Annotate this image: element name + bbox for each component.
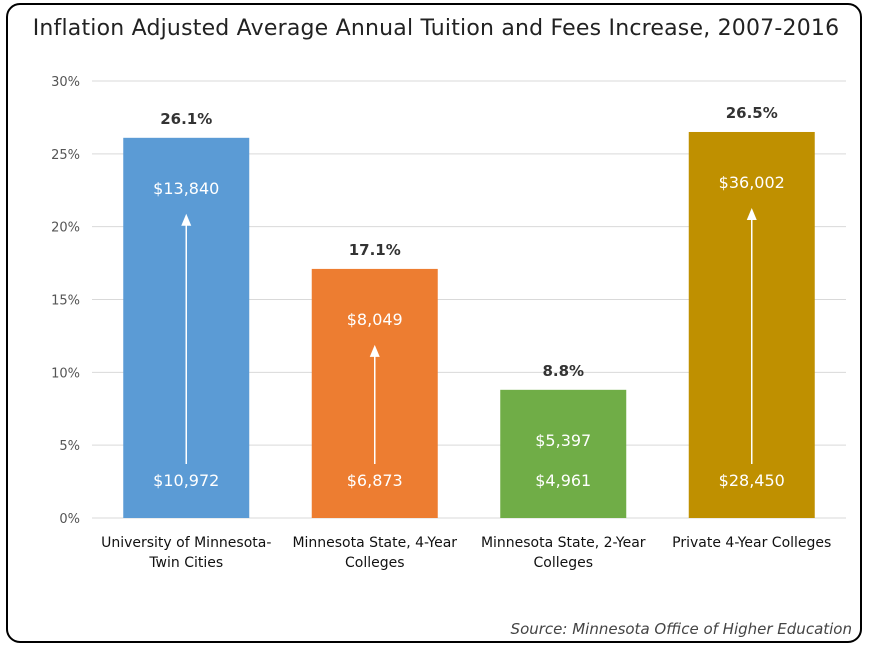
data-label: 17.1% — [349, 241, 401, 259]
y-tick-label: 10% — [51, 366, 80, 381]
x-tick-label: Colleges — [345, 555, 405, 571]
source-note: Source: Minnesota Office of Higher Educa… — [510, 620, 852, 638]
chart-title: Inflation Adjusted Average Annual Tuitio… — [32, 16, 840, 41]
end-cost-label: $13,840 — [153, 179, 219, 198]
y-tick-label: 0% — [59, 512, 80, 527]
end-cost-label: $36,002 — [719, 173, 785, 192]
x-tick-label: Minnesota State, 4-Year — [292, 535, 457, 551]
y-tick-label: 5% — [59, 439, 80, 454]
start-cost-label: $28,450 — [719, 471, 785, 490]
y-tick-label: 25% — [51, 148, 80, 163]
x-tick-label: Colleges — [533, 555, 593, 571]
x-tick-label: University of Minnesota- — [101, 535, 271, 551]
data-label: 26.5% — [726, 104, 778, 122]
data-label: 26.1% — [160, 110, 212, 128]
y-tick-label: 20% — [51, 221, 80, 236]
start-cost-label: $4,961 — [535, 471, 591, 490]
y-tick-label: 30% — [51, 75, 80, 90]
x-tick-label: Minnesota State, 2-Year — [481, 535, 646, 551]
arrow-head — [746, 207, 757, 220]
y-tick-label: 15% — [51, 294, 80, 309]
bar — [500, 389, 627, 518]
data-label: 8.8% — [542, 362, 584, 380]
end-cost-label: $5,397 — [535, 431, 591, 450]
x-tick-label: Twin Cities — [148, 555, 223, 571]
start-cost-label: $10,972 — [153, 471, 219, 490]
start-cost-label: $6,873 — [347, 471, 403, 490]
arrow-head — [181, 213, 192, 226]
x-tick-label: Private 4-Year Colleges — [672, 535, 831, 551]
arrow-head — [369, 344, 380, 357]
end-cost-label: $8,049 — [347, 310, 403, 329]
